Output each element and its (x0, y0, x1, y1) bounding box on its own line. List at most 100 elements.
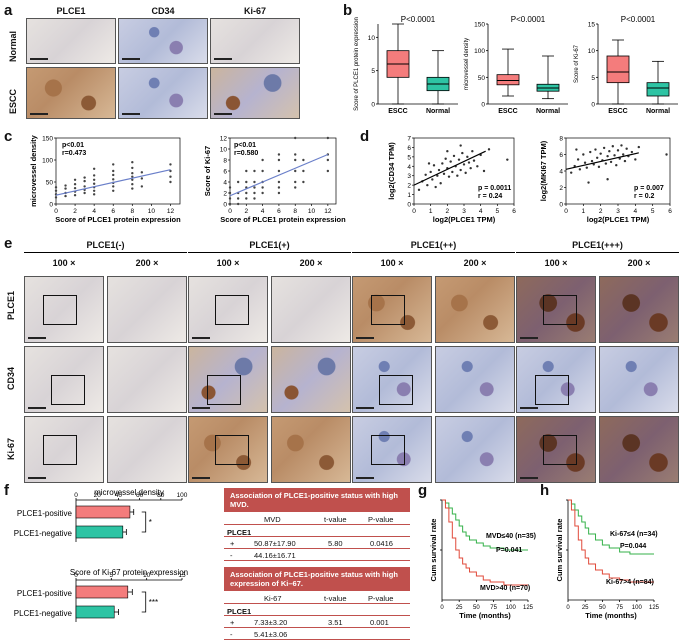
data-point (112, 173, 115, 177)
stat-annotation: p<0.01 (62, 142, 84, 149)
ihc-image (118, 67, 208, 119)
ihc-image-zoomed (107, 276, 187, 343)
survival-curve (442, 499, 528, 586)
data-point (73, 178, 77, 181)
ihc-image (210, 67, 300, 119)
table-header-cell: t-value (324, 594, 347, 603)
magnification-label: 200 × (627, 258, 651, 268)
table-cell: - (230, 630, 233, 639)
data-point (596, 156, 599, 159)
category-label: PLCE1-negative (14, 609, 73, 618)
y-tick-label: 4 (407, 164, 411, 171)
group-label: PLCE1(++) (410, 240, 457, 250)
y-tick-label: 7 (407, 136, 411, 143)
ihc-image (118, 18, 208, 64)
table-group-row: PLCE1 (224, 605, 410, 616)
x-tick-label: 3 (462, 208, 466, 215)
x-tick-label: 20 (94, 492, 102, 499)
x-tick-label: 10 (143, 572, 151, 579)
y-tick-label: 6 (407, 145, 411, 152)
data-point (439, 182, 442, 185)
data-point (585, 166, 588, 169)
x-tick-label: 2 (446, 208, 450, 215)
y-tick-label: 8 (223, 158, 227, 165)
data-point (131, 178, 134, 181)
data-point (253, 180, 256, 184)
x-tick-label: 0 (412, 208, 416, 215)
data-point (613, 154, 616, 157)
data-point (583, 161, 587, 164)
panel-h-survival: 0 25 50 75 100 125 Time (months) Cum survival r… (555, 499, 660, 620)
x-tick-label: 0 (74, 492, 78, 499)
series-label: Ki-67≤4 (n=34) (610, 531, 658, 538)
group-underline (516, 252, 679, 253)
data-point (169, 175, 172, 178)
data-point (54, 186, 58, 189)
data-point (589, 150, 592, 154)
data-point (622, 153, 625, 156)
panel-label-e: e (4, 235, 13, 252)
data-point (604, 162, 608, 165)
group-underline (24, 252, 187, 253)
table-title: Association of PLCE1-positive status wit… (224, 488, 410, 512)
data-point (140, 171, 144, 174)
group-label: PLCE1(-) (86, 240, 125, 250)
x-tick-label: 6 (111, 208, 115, 215)
ihc-image (188, 416, 268, 483)
zoom-box (43, 435, 77, 465)
data-point (83, 191, 86, 195)
data-point (451, 170, 454, 174)
data-point (466, 155, 469, 159)
series-label: MVD>40 (n=70) (480, 585, 530, 592)
row-label: CD34 (6, 366, 16, 390)
data-point (630, 150, 634, 154)
panel-label-d: d (360, 128, 370, 145)
significance-marker: *** (149, 598, 158, 607)
data-point (302, 169, 305, 173)
data-point (112, 178, 115, 181)
ihc-image-zoomed (107, 346, 187, 413)
x-tick-label: 0 (228, 208, 232, 215)
ihc-image-zoomed (599, 346, 679, 413)
magnification-label: 200 × (135, 258, 159, 268)
data-point (245, 169, 248, 173)
ihc-image (516, 276, 596, 343)
data-point (417, 188, 421, 192)
zoom-box (371, 295, 405, 325)
y-tick-label: 4 (223, 180, 227, 187)
data-point (442, 172, 446, 176)
ihc-image-zoomed (435, 276, 515, 343)
ihc-image (24, 346, 104, 413)
data-point (294, 153, 297, 156)
chart-title: microvessel density (94, 488, 164, 497)
x-tick-label: 4 (479, 208, 483, 215)
p-value-annotation: P<0.0001 (511, 15, 546, 24)
ihc-image-zoomed (599, 276, 679, 343)
x-axis-label: log2(PLCE1 TPM) (587, 215, 650, 224)
x-tick-label: 3 (616, 208, 620, 215)
ihc-image (26, 18, 116, 64)
data-point (590, 159, 594, 163)
magnification-label: 100 × (216, 258, 240, 268)
zoom-box (379, 375, 413, 405)
ihc-image (516, 416, 596, 483)
y-tick-label: 0 (591, 102, 595, 109)
table-row: + 50.87±17.90 5.80 0.0416 (224, 537, 410, 549)
group-label: PLCE1(+) (249, 240, 290, 250)
table-cell: 7.33±3.20 (254, 618, 288, 627)
x-axis-label: Time (months) (585, 611, 637, 620)
y-tick-label: 3 (407, 173, 411, 180)
y-tick-label: 8 (559, 136, 563, 143)
group-underline (188, 252, 351, 253)
zoom-box (535, 375, 569, 405)
data-point (447, 175, 451, 178)
table-header-row: Ki-67 t-value P-value (224, 592, 410, 604)
y-tick-label: 0 (49, 202, 53, 209)
table-row: + 7.33±3.20 3.51 0.001 (224, 616, 410, 628)
data-point (294, 186, 297, 189)
x-tick-label: 0 (564, 208, 568, 215)
data-point (131, 172, 134, 175)
ihc-image (210, 18, 300, 64)
data-point (427, 162, 431, 165)
